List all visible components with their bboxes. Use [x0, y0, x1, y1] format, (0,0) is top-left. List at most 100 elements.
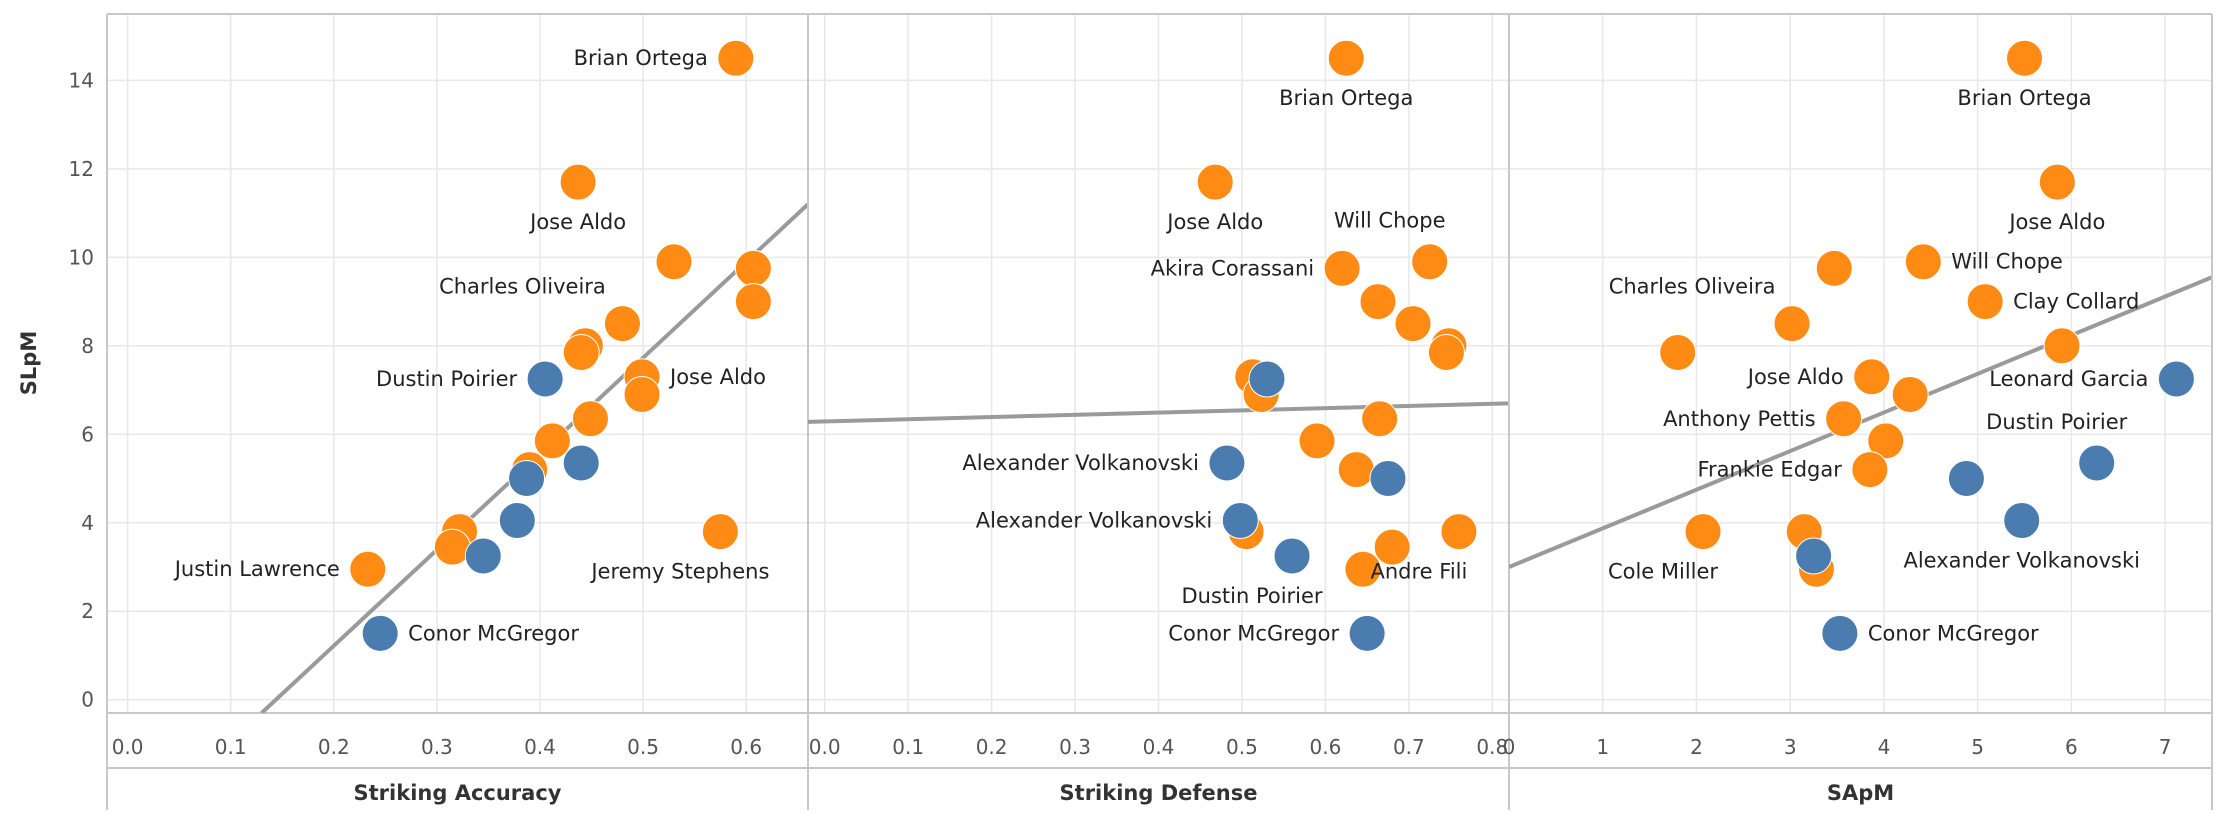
data-point-orange — [1373, 528, 1411, 566]
data-point-orange — [655, 243, 693, 281]
point-label: Jose Aldo — [2007, 210, 2105, 234]
data-point-orange — [1659, 333, 1697, 371]
data-point-blue — [1947, 460, 1985, 498]
data-point-orange — [1394, 305, 1432, 343]
data-point-blue — [1221, 502, 1259, 540]
x-tick-label: 0.1 — [892, 735, 924, 759]
x-tick-label: 0.3 — [1059, 735, 1091, 759]
point-label: Jose Aldo — [668, 365, 766, 389]
data-point-blue — [1795, 537, 1833, 575]
point-label: Cole Miller — [1608, 560, 1718, 584]
x-tick-label: 0.2 — [318, 735, 350, 759]
data-point-blue — [1273, 537, 1311, 575]
x-tick-label: 0.5 — [1226, 735, 1258, 759]
data-point-orange — [1298, 422, 1336, 460]
y-tick-label: 2 — [81, 599, 94, 623]
data-point-orange — [1427, 333, 1465, 371]
data-point-blue — [2003, 502, 2041, 540]
point-label: Andre Fili — [1371, 560, 1468, 584]
data-point-orange — [1323, 249, 1361, 287]
point-label: Jeremy Stephens — [589, 560, 769, 584]
y-tick-label: 14 — [69, 68, 94, 92]
data-point-orange — [559, 163, 597, 201]
data-point-orange — [1359, 283, 1397, 321]
point-label: Conor McGregor — [408, 621, 579, 645]
data-point-orange — [1196, 163, 1234, 201]
y-tick-label: 0 — [81, 688, 94, 712]
data-point-orange — [1815, 249, 1853, 287]
data-point-orange — [734, 249, 772, 287]
data-point-blue — [526, 360, 564, 398]
data-point-blue — [2157, 360, 2195, 398]
data-point-blue — [361, 614, 399, 652]
data-point-orange — [1891, 375, 1929, 413]
x-tick-label: 3 — [1784, 735, 1797, 759]
data-point-orange — [1684, 513, 1722, 551]
point-label: Akira Corassani — [1151, 256, 1314, 280]
data-point-orange — [2043, 327, 2081, 365]
data-point-blue — [562, 444, 600, 482]
data-point-blue — [508, 460, 546, 498]
point-label: Dustin Poirier — [1181, 584, 1322, 608]
x-tick-label: 2 — [1690, 735, 1703, 759]
x-tick-label: 0.8 — [1476, 735, 1508, 759]
data-point-orange — [701, 513, 739, 551]
point-label: Alexander Volkanovski — [1903, 549, 2140, 573]
point-label: Jose Aldo — [1746, 365, 1844, 389]
data-point-orange — [1966, 283, 2004, 321]
data-point-orange — [1337, 451, 1375, 489]
data-point-blue — [498, 502, 536, 540]
data-point-orange — [1851, 451, 1889, 489]
x-tick-label: 0 — [1503, 735, 1516, 759]
y-tick-label: 4 — [81, 511, 94, 535]
data-point-blue — [1369, 460, 1407, 498]
point-label: Dustin Poirier — [1986, 410, 2127, 434]
x-tick-label: 0.7 — [1393, 735, 1425, 759]
data-point-orange — [1344, 550, 1382, 588]
x-tick-label: 0.0 — [112, 735, 144, 759]
x-tick-label: 0.4 — [1143, 735, 1175, 759]
data-point-orange — [533, 422, 571, 460]
point-label: Alexander Volkanovski — [962, 451, 1199, 475]
x-tick-label: 7 — [2159, 735, 2172, 759]
data-point-orange — [603, 305, 641, 343]
x-axis-title: SApM — [1827, 781, 1894, 805]
point-label: Conor McGregor — [1168, 621, 1339, 645]
panel-2: 0.0 0.1 0.2 0.3 0.4 0.5 0.6 0.7 0.8 Striking Defe… — [807, 14, 1509, 810]
data-point-orange — [1411, 243, 1449, 281]
point-label: Will Chope — [1334, 209, 1446, 233]
data-point-orange — [562, 333, 600, 371]
point-label: Brian Ortega — [1957, 86, 2091, 110]
point-label: Anthony Pettis — [1663, 407, 1816, 431]
data-point-blue — [1348, 614, 1386, 652]
point-label: Jose Aldo — [528, 210, 626, 234]
data-point-blue — [1248, 360, 1286, 398]
data-point-orange — [349, 550, 387, 588]
point-label: Alexander Volkanovski — [976, 509, 1213, 533]
x-tick-label: 1 — [1596, 735, 1609, 759]
data-point-orange — [623, 375, 661, 413]
data-point-orange — [1440, 513, 1478, 551]
y-tick-label: 12 — [69, 157, 94, 181]
y-tick-label: 8 — [81, 334, 94, 358]
x-tick-label: 5 — [1971, 735, 1984, 759]
x-tick-label: 0.4 — [524, 735, 556, 759]
data-point-orange — [1867, 422, 1905, 460]
data-point-orange — [1853, 358, 1891, 396]
data-point-blue — [464, 537, 502, 575]
data-point-orange — [571, 400, 609, 438]
x-tick-label: 6 — [2065, 735, 2078, 759]
data-point-orange — [734, 283, 772, 321]
panel-1: 0.0 0.1 0.2 0.3 0.4 0.5 0.6 Striking Accuracy Br… — [106, 14, 808, 810]
x-tick-label: 0.1 — [215, 735, 247, 759]
x-tick-label: 0.6 — [1309, 735, 1341, 759]
point-label: Brian Ortega — [574, 46, 708, 70]
point-label: Justin Lawrence — [173, 557, 340, 581]
data-point-orange — [433, 528, 471, 566]
data-point-orange — [2006, 39, 2044, 77]
x-tick-label: 0.3 — [421, 735, 453, 759]
point-label: Charles Oliveira — [1609, 275, 1776, 299]
data-point-orange — [1327, 39, 1365, 77]
x-axis-title: Striking Defense — [1060, 781, 1258, 805]
